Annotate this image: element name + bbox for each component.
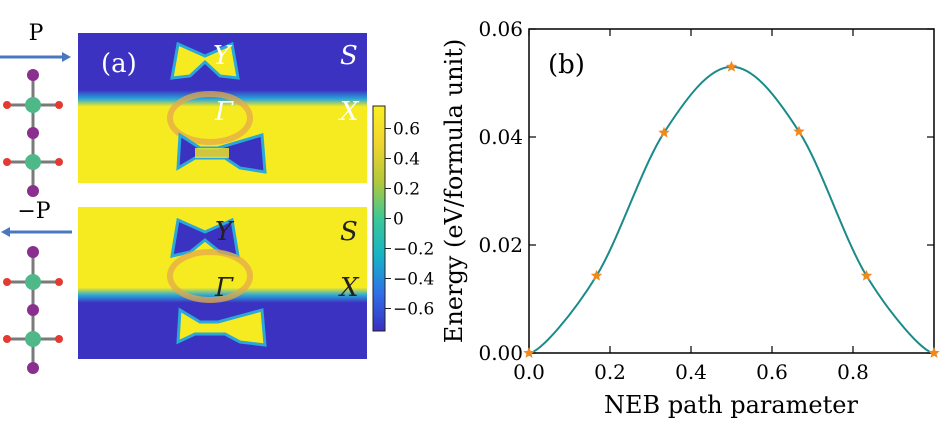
colorbar-tick-label: −0.6 (393, 300, 434, 320)
oxygen-atom (3, 335, 11, 343)
colorbar-tick-label: 0.6 (393, 120, 420, 140)
plot-frame (528, 28, 935, 354)
arrow-head (62, 52, 71, 62)
x-axis: 0.0 0.2 0.4 0.6 0.8 (513, 29, 869, 384)
k-label-s: S (340, 217, 358, 247)
arrow-label-minus-p: −P (17, 199, 50, 224)
series-line-energy (528, 65, 935, 354)
core-atom (25, 154, 41, 170)
data-point-star (590, 269, 603, 281)
map-feature-ring (167, 249, 253, 303)
map-feature-lower-band (195, 148, 229, 158)
data-point-star (725, 60, 738, 72)
x-tick-label: 0.8 (837, 360, 869, 384)
data-point-star (793, 125, 805, 137)
arrow-head (1, 227, 10, 237)
atomic-chain-bottom (3, 246, 63, 374)
polarization-arrow-top: P (0, 21, 71, 62)
panel-b: (b) 0.0 0.2 0.4 0.6 0.8 0.00 0.02 0.04 0.06 NEB… (440, 17, 940, 419)
data-point-star (928, 347, 940, 358)
k-label-s: S (340, 41, 358, 71)
map-feature-lower (176, 307, 267, 347)
arrow-label-p: P (29, 21, 44, 46)
y-tick-label: 0.04 (478, 125, 523, 149)
iodine-atom (27, 69, 39, 81)
colorbar-tick-label: 0 (393, 210, 404, 230)
iodine-atom (27, 304, 39, 316)
data-point-star (523, 347, 535, 358)
iodine-atom (27, 362, 39, 374)
oxygen-atom (3, 101, 11, 109)
core-atom (25, 331, 41, 347)
atomic-chain-top (3, 69, 63, 197)
colorbar-tick-label: −0.2 (393, 240, 434, 260)
colorbar-tick-label: 0.2 (393, 180, 420, 200)
oxygen-atom (3, 278, 11, 286)
core-atom (25, 97, 41, 113)
map-feature-y (170, 41, 240, 80)
series-markers (523, 60, 940, 358)
x-tick-label: 0.4 (675, 360, 707, 384)
k-label-x: X (338, 273, 360, 303)
y-axis: 0.00 0.02 0.04 0.06 (478, 17, 934, 365)
core-atom (25, 274, 41, 290)
polarization-arrow-bottom: −P (1, 199, 72, 237)
oxygen-atom (3, 158, 11, 166)
y-tick-label: 0.06 (478, 17, 523, 41)
x-tick-label: 0.2 (594, 360, 626, 384)
panel-b-label: (b) (548, 50, 585, 80)
k-label-y: Y (213, 41, 233, 71)
k-label-x: X (338, 97, 360, 127)
panel-a: P −P (a) Y S Γ X (0, 21, 434, 374)
colorbar-tick-label: −0.4 (393, 270, 434, 290)
oxygen-atom (55, 158, 63, 166)
colorbar-ticks: 0.6 0.4 0.2 0 −0.2 −0.4 −0.6 (385, 120, 434, 320)
data-point-star (658, 126, 670, 138)
y-tick-label: 0.00 (478, 341, 523, 365)
spin-texture-map-bottom: Y S Γ X (78, 207, 367, 359)
k-label-y: Y (215, 217, 235, 247)
iodine-atom (27, 127, 39, 139)
iodine-atom (27, 185, 39, 197)
oxygen-atom (55, 278, 63, 286)
x-tick-label: 0.0 (513, 360, 545, 384)
data-point-star (860, 269, 873, 281)
panel-a-label: (a) (101, 49, 137, 79)
x-tick-label: 0.6 (756, 360, 788, 384)
oxygen-atom (55, 335, 63, 343)
oxygen-atom (55, 101, 63, 109)
colorbar: 0.6 0.4 0.2 0 −0.2 −0.4 −0.6 (372, 105, 434, 332)
map-feature-ring (167, 91, 253, 145)
y-axis-title: Energy (eV/formula unit) (440, 39, 468, 343)
x-axis-title: NEB path parameter (604, 391, 858, 419)
iodine-atom (27, 246, 39, 258)
k-label-gamma: Γ (214, 97, 234, 127)
y-tick-label: 0.02 (478, 233, 523, 257)
colorbar-tick-label: 0.4 (393, 150, 420, 170)
spin-texture-map-top: (a) Y S Γ X (78, 33, 367, 183)
k-label-gamma: Γ (214, 273, 234, 303)
colorbar-gradient (372, 105, 386, 332)
